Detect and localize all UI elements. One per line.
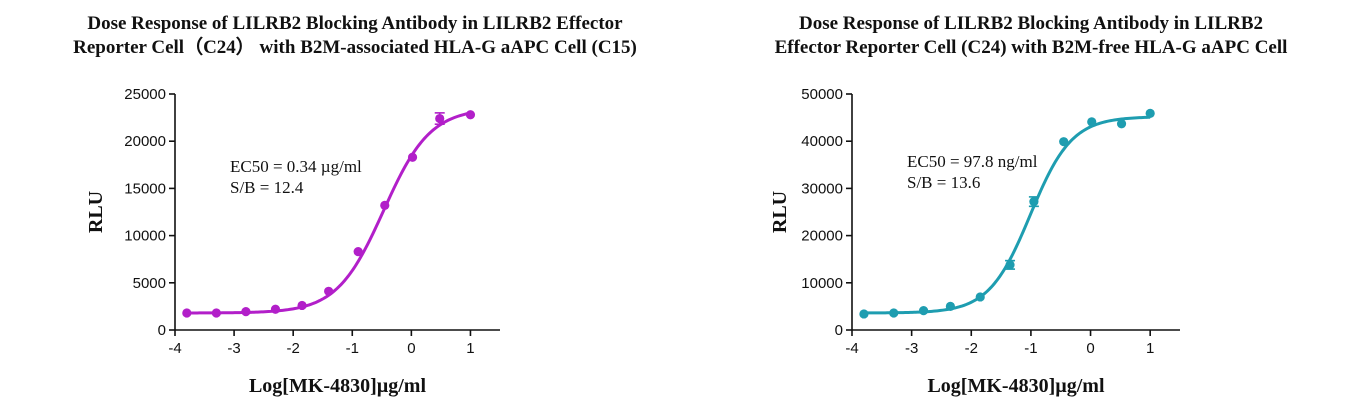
data-point bbox=[211, 308, 221, 318]
y-tick-label: 15000 bbox=[124, 180, 166, 197]
y-tick-label: 0 bbox=[158, 322, 166, 339]
x-tick-label: -3 bbox=[905, 340, 918, 357]
ec50-annotation: EC50 = 0.34 µg/ml bbox=[230, 157, 362, 176]
chart-title-line: Effector Reporter Cell (C24) with B2M-fr… bbox=[775, 37, 1288, 58]
y-tick-label: 20000 bbox=[801, 228, 843, 245]
chart-panel-left: Dose Response of LILRB2 Blocking Antibod… bbox=[73, 13, 637, 397]
y-tick-label: 30000 bbox=[801, 180, 843, 197]
data-point bbox=[918, 306, 929, 316]
data-point bbox=[241, 306, 251, 317]
data-point bbox=[380, 200, 390, 210]
fit-curve bbox=[186, 111, 471, 315]
data-point bbox=[945, 301, 956, 311]
y-tick-label: 10000 bbox=[801, 275, 843, 292]
data-point bbox=[1029, 197, 1039, 207]
ec50-annotation: EC50 = 97.8 ng/ml bbox=[907, 152, 1038, 171]
data-point bbox=[353, 247, 363, 257]
data-point bbox=[1116, 119, 1127, 129]
fit-curve bbox=[863, 115, 1151, 315]
y-axis-title: RLU bbox=[769, 191, 791, 233]
x-axis-title: Log[MK-4830]µg/ml bbox=[927, 375, 1104, 397]
data-point bbox=[1087, 117, 1097, 127]
x-tick-label: -2 bbox=[287, 340, 300, 357]
data-point bbox=[465, 110, 476, 120]
sb-annotation: S/B = 13.6 bbox=[907, 173, 980, 192]
data-point bbox=[1005, 260, 1015, 270]
y-axis-title: RLU bbox=[85, 191, 107, 233]
x-tick-label: -4 bbox=[845, 340, 858, 357]
data-point bbox=[182, 308, 192, 318]
data-point bbox=[297, 300, 307, 311]
data-point bbox=[975, 292, 985, 302]
data-point bbox=[270, 304, 281, 314]
x-tick-label: -2 bbox=[965, 340, 978, 357]
x-tick-label: -4 bbox=[168, 340, 181, 357]
y-tick-label: 25000 bbox=[124, 86, 166, 103]
x-tick-label: 0 bbox=[1086, 340, 1094, 357]
chart-title-line: Reporter Cell（C24） with B2M-associated H… bbox=[73, 35, 637, 58]
chart-title-line: Dose Response of LILRB2 Blocking Antibod… bbox=[87, 13, 623, 34]
x-tick-label: 1 bbox=[1146, 340, 1154, 357]
y-tick-label: 20000 bbox=[124, 133, 166, 150]
data-point bbox=[435, 113, 445, 124]
chart-panel-right: Dose Response of LILRB2 Blocking Antibod… bbox=[769, 13, 1287, 397]
y-tick-label: 5000 bbox=[133, 275, 166, 292]
x-axis-title: Log[MK-4830]µg/ml bbox=[249, 375, 426, 397]
y-tick-label: 0 bbox=[835, 322, 843, 339]
y-tick-label: 10000 bbox=[124, 228, 166, 245]
data-point bbox=[1059, 137, 1069, 147]
x-tick-label: -3 bbox=[227, 340, 240, 357]
y-tick-label: 50000 bbox=[801, 86, 843, 103]
x-tick-label: -1 bbox=[1024, 340, 1037, 357]
data-point bbox=[859, 309, 869, 319]
data-point bbox=[1145, 108, 1155, 118]
data-point bbox=[324, 286, 334, 296]
x-tick-label: 1 bbox=[466, 340, 474, 357]
chart-title-line: Dose Response of LILRB2 Blocking Antibod… bbox=[799, 13, 1263, 34]
data-point bbox=[407, 152, 418, 162]
data-point bbox=[889, 308, 899, 318]
y-tick-label: 40000 bbox=[801, 133, 843, 150]
sb-annotation: S/B = 12.4 bbox=[230, 178, 304, 197]
x-tick-label: 0 bbox=[407, 340, 415, 357]
x-tick-label: -1 bbox=[346, 340, 359, 357]
